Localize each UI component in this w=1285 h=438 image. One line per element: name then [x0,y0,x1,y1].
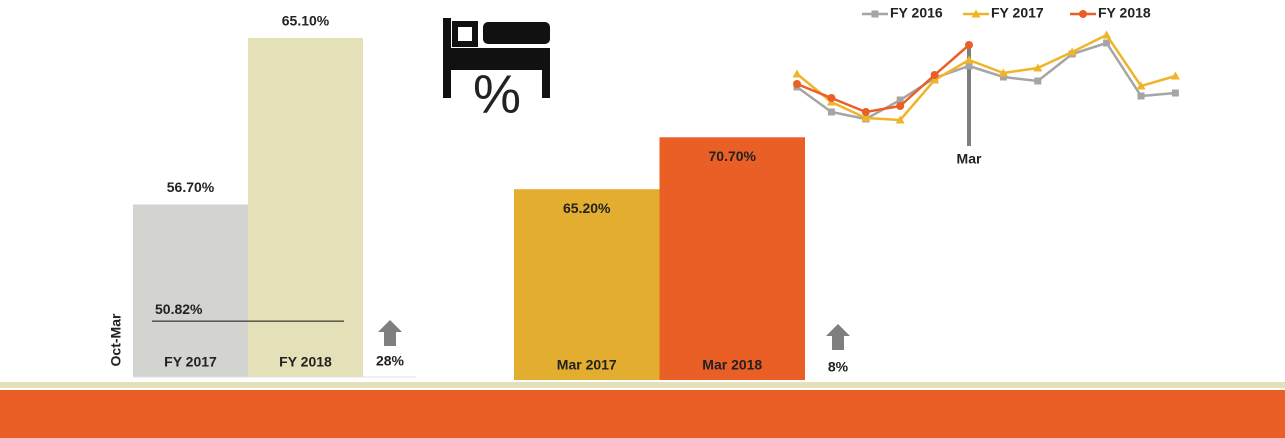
icon-label: % [473,64,521,124]
marker [871,10,879,18]
marker [999,73,1007,81]
series-line [796,33,1176,122]
footer-stripe [0,382,1285,388]
bar [659,137,805,380]
marker [1137,92,1145,100]
annotation: 28% [376,353,405,369]
annotation: 8% [828,359,849,375]
footer-band [0,390,1285,438]
marker [971,9,981,18]
marker [1079,10,1087,18]
marker [930,71,939,79]
arrow-up [378,320,402,346]
marker [965,41,973,49]
value-label: 56.70% [167,179,215,195]
category-label: FY 2018 [279,354,332,370]
series-line [796,41,1176,121]
series-line [796,44,970,114]
legend-label: FY 2017 [991,5,1044,21]
marker [896,102,905,110]
category-label: Mar 2018 [702,357,762,373]
marker [1171,89,1179,97]
marker [965,62,973,70]
bed-icon [443,18,550,98]
marker [895,115,905,124]
marker [861,113,871,122]
marker [792,69,802,78]
bar [248,37,363,377]
value-label: 70.70% [709,148,757,164]
marker [930,75,940,84]
legend-label: FY 2016 [890,5,943,21]
marker [1102,30,1112,39]
marker [1067,47,1077,56]
marker [1033,63,1043,72]
value-label: 65.10% [282,13,330,29]
marker [1136,81,1146,90]
marker [793,80,801,88]
x-tick-label: Mar [957,151,982,167]
legend-label: FY 2018 [1098,5,1151,21]
marker [998,68,1008,77]
category-label: FY 2017 [164,354,217,370]
marker [964,55,974,64]
value-label: 65.20% [563,200,611,216]
axis-label: Oct-Mar [108,313,124,366]
marker [1034,77,1042,85]
marker [861,108,870,116]
marker [1170,71,1180,80]
marker [896,96,904,104]
bar [133,204,248,377]
reference-label: 50.82% [155,301,203,317]
arrow-up [826,324,850,350]
marker [1103,39,1111,47]
bar [514,189,660,380]
marker [827,108,835,116]
category-label: Mar 2017 [557,357,617,373]
marker [827,94,836,102]
